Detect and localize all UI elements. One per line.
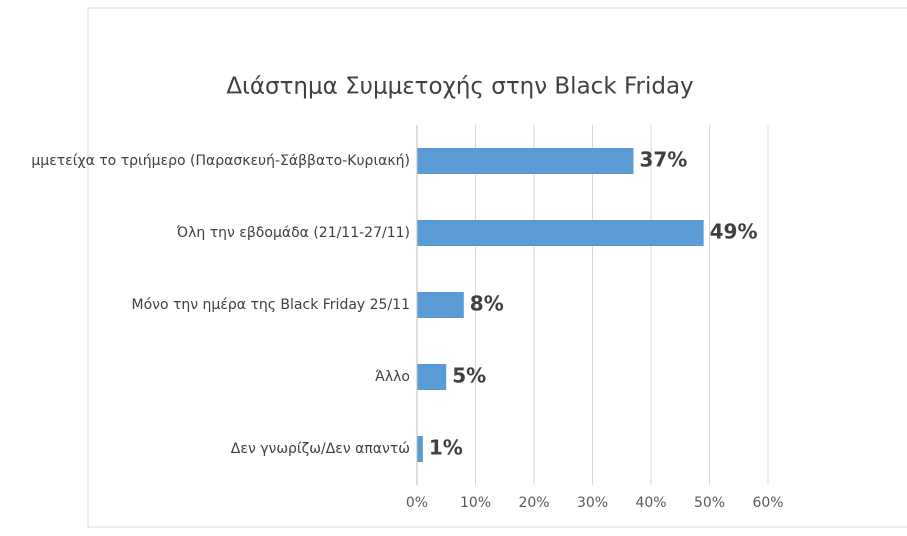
- y-tick-label: μμετείχα το τριήμερο (Παρασκευή-Σάββατο-…: [31, 153, 410, 169]
- value-label: 37%: [639, 148, 687, 172]
- value-label: 49%: [710, 220, 758, 244]
- value-label: 5%: [452, 364, 486, 388]
- y-tick-label: Άλλο: [375, 369, 410, 385]
- bar: [417, 220, 704, 246]
- value-label: 8%: [470, 292, 504, 316]
- y-tick-label: Δεν γνωρίζω/Δεν απαντώ: [231, 441, 410, 457]
- bar: [417, 148, 634, 174]
- bar: [417, 364, 447, 390]
- chart-frame: [87, 7, 907, 528]
- bar: [417, 436, 423, 462]
- x-tick-label: 20%: [518, 495, 549, 511]
- chart-title: Διάστημα Συμμετοχής στην Black Friday: [226, 74, 693, 100]
- y-tick-label: Μόνο την ημέρα της Black Friday 25/11: [132, 297, 411, 313]
- x-tick-label: 30%: [577, 495, 608, 511]
- y-tick-label: Όλη την εβδομάδα (21/11-27/11): [176, 225, 410, 241]
- x-tick-label: 0%: [406, 495, 428, 511]
- x-tick-label: 40%: [635, 495, 666, 511]
- x-tick-label: 50%: [694, 495, 725, 511]
- bar: [417, 292, 464, 318]
- x-tick-label: 60%: [752, 495, 783, 511]
- value-label: 1%: [429, 436, 463, 460]
- x-tick-label: 10%: [460, 495, 491, 511]
